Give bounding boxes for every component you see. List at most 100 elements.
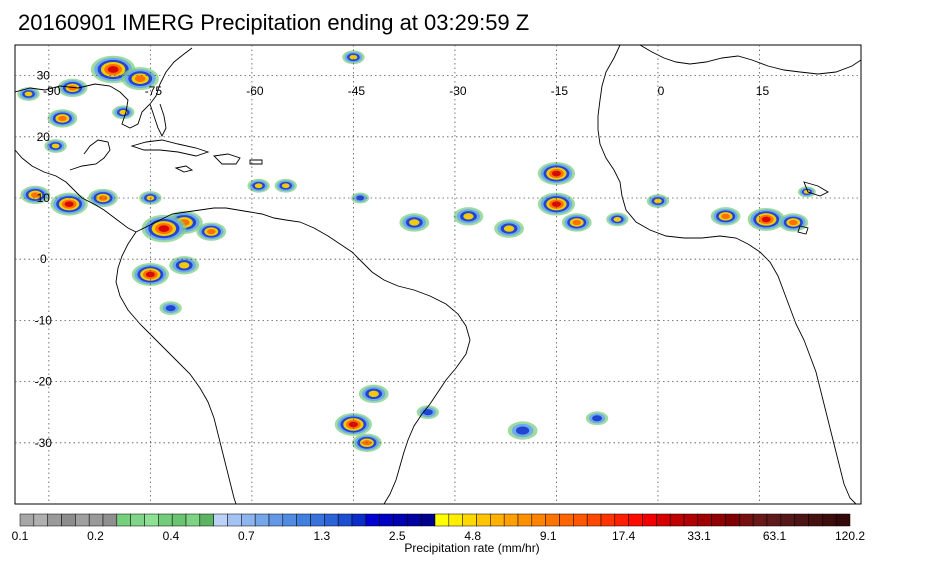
coast-yucatan xyxy=(69,139,111,171)
rain-intensity-ring xyxy=(613,217,622,222)
rain-cell xyxy=(88,188,118,208)
lat-tick-label: 30 xyxy=(37,69,51,83)
rain-intensity-ring xyxy=(409,219,420,226)
rain-cell xyxy=(561,213,592,232)
rain-cell xyxy=(453,207,484,226)
rain-intensity-ring xyxy=(254,183,263,189)
rain-intensity-ring xyxy=(761,216,771,223)
lon-tick-label: 0 xyxy=(658,84,665,98)
longitude-tick-labels: -90 -75 -60 -45 -30 -15 0 15 xyxy=(43,84,769,98)
lon-tick-label: 15 xyxy=(756,84,770,98)
coast-hispaniola xyxy=(213,153,241,165)
rain-intensity-ring xyxy=(207,229,216,235)
coast-cuba xyxy=(130,139,210,157)
rain-cell xyxy=(20,185,51,205)
rain-cell xyxy=(342,50,365,65)
rain-intensity-ring xyxy=(165,305,176,312)
rain-cell xyxy=(399,213,430,232)
map-title: 20160901 IMERG Precipitation ending at 0… xyxy=(18,10,530,35)
rain-intensity-ring xyxy=(592,415,603,422)
coast-south-america-west xyxy=(115,231,237,504)
rain-cell xyxy=(646,194,670,208)
rain-cell xyxy=(710,207,741,226)
grid-lines xyxy=(15,45,861,504)
rain-intensity-ring xyxy=(503,225,515,232)
lat-tick-label: -30 xyxy=(35,436,53,450)
rain-intensity-ring xyxy=(422,409,433,416)
lon-tick-label: -30 xyxy=(449,84,467,98)
rain-intensity-ring xyxy=(463,213,474,220)
rain-intensity-ring xyxy=(356,195,365,201)
rain-intensity-ring xyxy=(51,143,60,149)
colorbar-title: Precipitation rate (mm/hr) xyxy=(404,541,540,555)
rain-cell xyxy=(112,105,135,120)
rain-intensity-ring xyxy=(349,54,358,60)
coast-puerto-rico xyxy=(249,159,263,165)
rain-cell xyxy=(747,207,785,231)
rain-cell xyxy=(537,162,576,185)
rain-intensity-ring xyxy=(721,213,730,219)
rain-intensity-ring xyxy=(803,189,810,194)
lon-tick-label: -75 xyxy=(145,84,163,98)
rain-cell xyxy=(121,67,159,91)
lon-tick-label: -60 xyxy=(246,84,264,98)
rain-cell xyxy=(797,186,816,198)
lat-tick-label: -10 xyxy=(35,313,53,327)
rain-cell xyxy=(494,219,524,238)
rain-intensity-ring xyxy=(58,115,67,122)
rain-cell xyxy=(44,139,67,153)
rain-intensity-ring xyxy=(107,66,119,73)
latitude-tick-labels: 30 20 10 0 -10 -20 -30 xyxy=(35,69,53,450)
rain-cell xyxy=(274,178,297,193)
rain-intensity-ring xyxy=(654,198,662,204)
coast-iberia xyxy=(639,45,861,75)
coast-africa-west xyxy=(747,243,857,504)
rain-intensity-ring xyxy=(134,75,146,82)
coast-gulf-guinea-isl xyxy=(797,225,809,235)
lat-tick-label: 20 xyxy=(37,130,51,144)
rain-cell xyxy=(196,222,227,241)
rain-cell xyxy=(351,192,370,204)
rain-cell xyxy=(247,178,270,193)
rain-intensity-ring xyxy=(64,201,74,207)
rain-cell xyxy=(778,213,809,232)
coast-med-islands xyxy=(803,181,829,197)
rain-intensity-ring xyxy=(158,225,170,232)
rain-intensity-ring xyxy=(98,195,108,201)
coast-mexico xyxy=(15,149,137,233)
rain-cell xyxy=(507,421,538,440)
rain-intensity-ring xyxy=(179,262,190,269)
rain-cell xyxy=(169,256,200,275)
rain-intensity-ring xyxy=(31,192,40,198)
rain-intensity-ring xyxy=(789,219,798,226)
coast-africa-north xyxy=(597,45,749,245)
lat-tick-label: 10 xyxy=(37,191,51,205)
coast-south-america xyxy=(135,207,471,504)
rain-cell xyxy=(416,405,440,420)
rain-intensity-ring xyxy=(572,219,581,226)
rain-cell xyxy=(50,192,88,216)
coast-florida xyxy=(149,103,167,138)
coast-jamaica xyxy=(174,165,194,173)
lon-tick-label: -90 xyxy=(43,84,61,98)
rain-intensity-ring xyxy=(368,390,379,398)
rain-cell xyxy=(159,301,182,316)
lon-tick-label: -15 xyxy=(551,84,569,98)
rain-cell xyxy=(47,109,78,128)
rain-intensity-ring xyxy=(24,91,33,97)
rain-intensity-ring xyxy=(551,201,561,207)
rain-layer xyxy=(17,50,816,452)
lon-tick-label: -45 xyxy=(348,84,366,98)
rain-cell xyxy=(537,192,576,216)
rain-intensity-ring xyxy=(551,170,561,177)
rain-cell xyxy=(606,212,629,227)
lat-tick-label: -20 xyxy=(35,375,53,389)
rain-cell xyxy=(57,78,88,98)
rain-cell xyxy=(358,384,389,404)
rain-cell xyxy=(585,411,609,426)
rain-intensity-ring xyxy=(281,183,290,189)
rain-cell xyxy=(141,214,187,243)
rain-cell xyxy=(17,87,40,101)
rain-intensity-ring xyxy=(515,426,530,435)
